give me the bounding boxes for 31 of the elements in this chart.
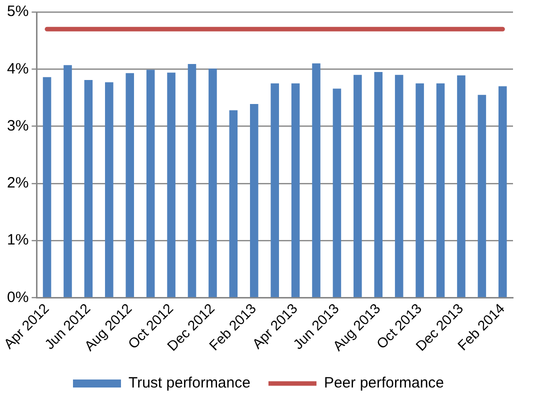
bar [84,80,93,298]
bar [105,82,114,298]
bar [374,72,383,298]
bar [332,88,342,298]
bar [250,104,258,298]
bar [64,65,72,298]
bar [354,74,362,298]
bar [312,63,320,298]
y-tick-label: 3% [6,117,29,134]
bar [270,83,279,298]
legend-label: Trust performance [128,374,250,392]
bar [498,86,507,298]
y-tick-label: 1% [6,232,29,249]
bar [229,110,238,298]
bar [188,64,196,298]
bar [208,68,217,298]
bar [167,72,176,298]
y-tick-label: 0% [6,288,29,306]
y-tick-label: 4% [6,60,29,78]
bar [457,75,466,298]
legend-label: Peer performance [324,374,444,392]
bar [291,83,300,298]
bar [436,83,445,298]
y-tick-label: 5% [6,3,29,20]
bar [146,70,155,298]
bar [42,77,52,298]
bar [478,94,486,298]
bar [416,83,424,298]
y-tick-label: 2% [6,174,29,192]
bar [126,73,134,298]
bar [394,74,404,298]
